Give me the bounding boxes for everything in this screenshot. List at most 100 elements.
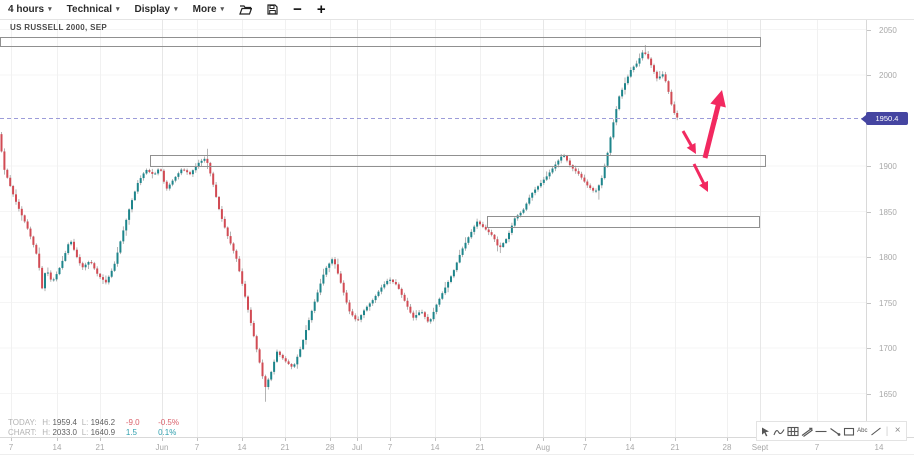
x-tick-mark [727,438,728,441]
x-axis-label: 21 [475,443,485,452]
x-axis-label: 14 [625,443,635,452]
pullback-arrow-head[interactable] [686,142,696,154]
today-change-pct: -0.5% [158,418,179,427]
x-axis-label: 21 [95,443,105,452]
bull-scenario-arrow-head[interactable] [710,90,726,108]
x-tick-mark [11,438,12,441]
y-axis-label: 1700 [879,344,897,353]
bull-scenario-arrow[interactable] [702,102,722,159]
chart-change: 1.5 [125,427,137,437]
zoom-out-button[interactable]: − [293,0,302,18]
x-axis-label: 21 [280,443,290,452]
save-icon[interactable] [267,4,278,15]
technical-dropdown[interactable]: Technical ▾ [67,4,120,15]
x-tick-mark [675,438,676,441]
today-label: TODAY: [8,418,37,427]
close-toolbar-icon[interactable]: × [894,425,901,436]
x-axis-label: 7 [387,443,393,452]
y-tick-mark [867,29,871,31]
more-label: More [192,4,217,15]
chevron-down-icon: ▾ [48,6,52,13]
x-tick-mark [100,438,101,441]
chart-change-pct: 0.1% [158,427,177,437]
more-dropdown[interactable]: More ▾ [193,4,224,15]
candles [0,44,679,402]
channel-tool-icon[interactable] [801,424,813,438]
x-tick-mark [390,438,391,441]
chevron-down-icon: ▾ [174,6,178,13]
y-tick-mark [867,166,871,167]
support-zone-low[interactable] [487,216,760,228]
x-tick-mark [585,438,586,441]
x-axis-label: 14 [430,443,440,452]
resistance-zone-top[interactable] [0,37,761,47]
y-axis-label: 2000 [879,71,897,80]
resistance-zone-mid[interactable] [150,155,766,167]
y-axis-label: 1850 [879,207,897,217]
x-axis-label: 14 [52,443,62,452]
ray-tool-icon[interactable] [870,424,882,438]
open-folder-icon[interactable] [239,4,253,15]
x-tick-mark [57,438,58,441]
zoom-in-button[interactable]: + [316,0,326,18]
y-tick-mark [867,75,871,76]
candlestick-chart[interactable] [0,0,866,437]
y-tick-mark [867,257,871,258]
chart-label: CHART: [8,427,37,437]
x-axis-label: 7 [582,443,588,452]
stats-today-row: TODAY: H: 1959.4 L: 1946.2 -9.0 -0.5% [8,418,182,428]
x-axis-label: 21 [670,443,680,452]
timeframe-dropdown[interactable]: 4 hours ▾ [8,4,52,15]
x-tick-mark [162,438,163,441]
text-tool-icon[interactable]: Abc [857,428,868,434]
y-tick-mark [867,302,871,304]
bear-scenario-arrow[interactable] [692,163,706,186]
x-tick-mark [480,438,481,441]
y-axis-label: 1650 [879,389,897,399]
x-axis-label: Jun [155,443,169,452]
x-tick-mark [242,438,243,441]
price-stats: TODAY: H: 1959.4 L: 1946.2 -9.0 -0.5% CH… [8,418,182,437]
x-tick-mark [330,438,331,441]
today-change: -9.0 [125,418,140,427]
freehand-tool-icon[interactable] [773,424,785,438]
y-tick-mark [867,348,871,349]
x-axis-label: 14 [237,443,247,452]
x-axis-label: Aug [535,443,551,452]
current-price-badge: 1950.4 [861,112,908,125]
horizontal-line-tool-icon[interactable] [815,424,827,438]
display-label: Display [134,4,171,15]
x-tick-mark [435,438,436,441]
x-axis-label: 7 [194,443,200,452]
chart-low: 1640.9 [90,427,116,437]
pointer-tool-icon[interactable] [760,424,771,438]
today-high: 1959.4 [52,418,77,427]
bear-scenario-arrow-head[interactable] [699,180,708,192]
symbol-label: US RUSSELL 2000, SEP [10,23,107,32]
grid-tool-icon[interactable] [787,424,799,438]
y-tick-mark [867,393,871,395]
display-dropdown[interactable]: Display ▾ [135,4,178,15]
x-tick-mark [197,438,198,441]
y-axis-label: 1900 [879,162,897,171]
toolbar-divider: | [885,425,889,437]
rectangle-tool-icon[interactable] [843,424,855,438]
x-tick-mark [543,438,544,441]
y-tick-mark [867,211,871,213]
x-axis-label: 7 [814,443,820,452]
x-tick-mark [357,438,358,441]
y-axis-label: 1750 [879,298,897,308]
x-tick-mark [630,438,631,441]
time-axis[interactable]: 7 14 21 Jun 7 14 21 28 Jul 7 14 21 Aug 7 14 21 28 Sept 7 14 [0,437,914,454]
trendline-tool-icon[interactable] [829,424,841,438]
y-axis-label: 2050 [879,25,897,35]
drawing-toolbar: Abc | × [756,421,907,441]
price-axis[interactable]: 2050 2000 1900 1850 1800 1750 1700 1650 [866,20,914,437]
x-axis-label: 28 [722,443,732,452]
today-low: 1946.2 [90,418,116,427]
x-axis-label: Jul [351,443,363,452]
stats-chart-row: CHART: H: 2033.0 L: 1640.9 1.5 0.1% [8,428,182,438]
x-tick-mark [285,438,286,441]
pullback-arrow[interactable] [681,130,694,148]
